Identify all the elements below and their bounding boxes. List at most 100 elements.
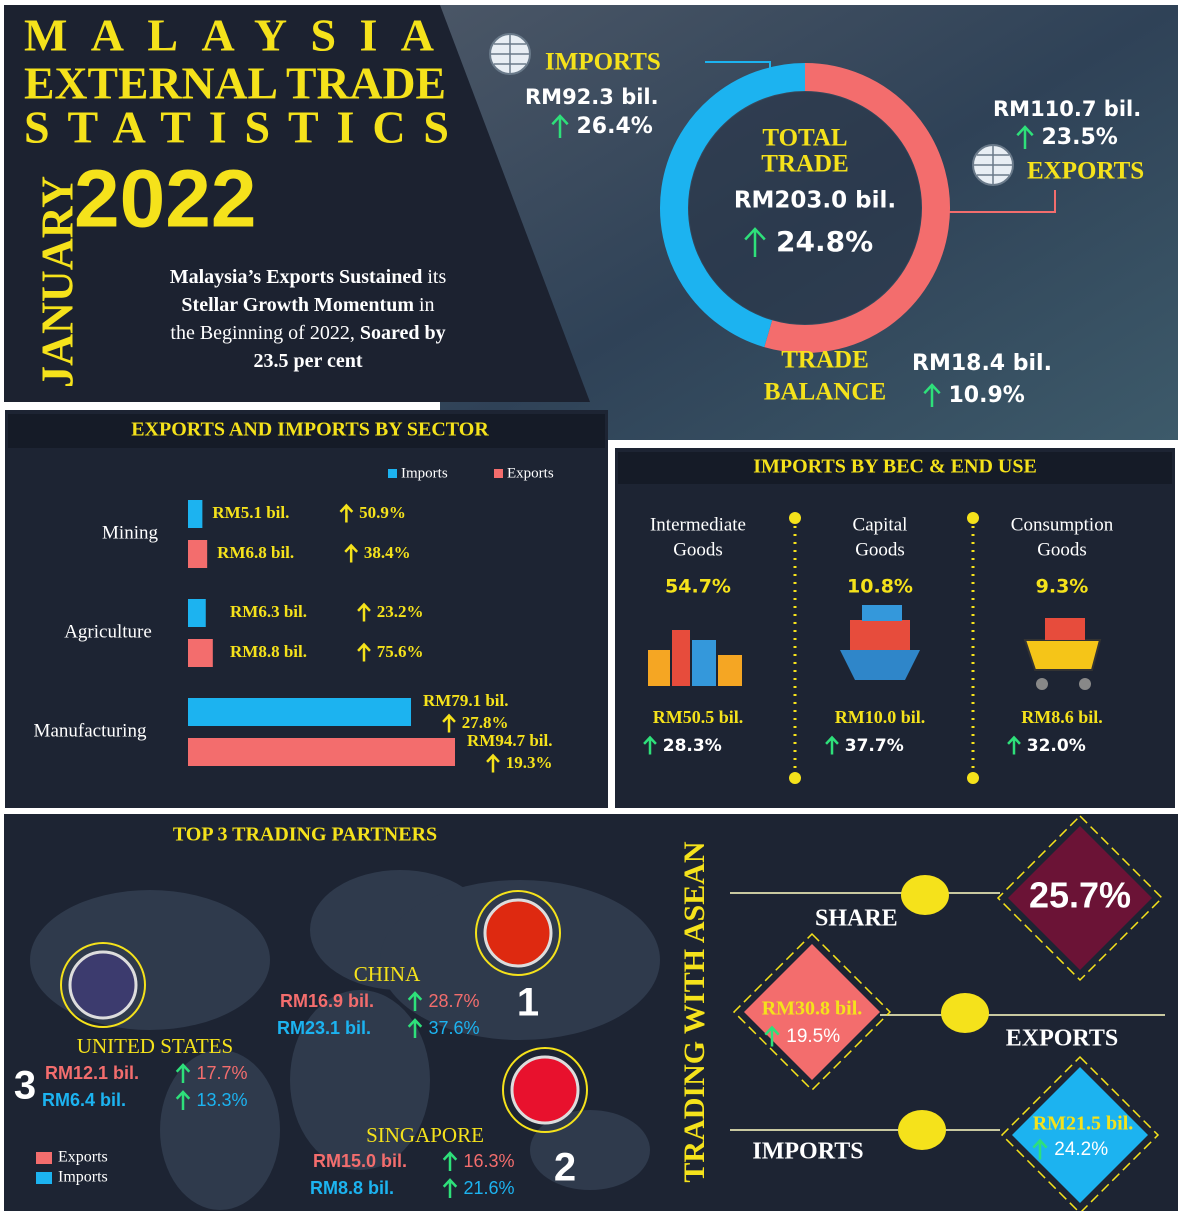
factory-icon [672,630,690,686]
sector-name: Agriculture [64,621,152,642]
bar [188,738,455,766]
title-line: MALAYSIA [24,10,434,61]
summary-line: Stellar Growth Momentum in [181,294,434,316]
share-diamond-outline [996,814,1164,982]
flag-ring [60,942,146,1028]
partner-imports: RM23.1 bil. [277,1018,371,1038]
factory-icon [692,640,716,686]
partner-name: UNITED STATES [77,1034,233,1058]
asean-imports: RM21.5 bil. [1033,1113,1134,1135]
summary-line: 23.5 per cent [253,350,362,372]
partner-name: SINGAPORE [366,1123,484,1147]
bec-name: Consumption [1011,514,1114,535]
exports-value: RM110.7 bil. [993,97,1141,121]
growth: 37.7% [845,736,904,756]
growth: 21.6% [464,1178,515,1198]
ship-cargo [862,605,902,621]
bar-label: RM94.7 bil. [467,731,552,750]
ship-hull [840,650,920,680]
growth: 23.2% [377,602,424,621]
sector-title-bar [8,414,605,448]
partner-imports: RM8.8 bil. [310,1178,394,1198]
growth: 75.6% [377,642,424,661]
title-panel [4,5,590,402]
bar-label: RM5.1 bil. [212,503,289,522]
summary-line: the Beginning of 2022, Soared by [170,322,445,344]
growth: 28.7% [429,991,480,1011]
exports-title: EXPORTS [1027,158,1144,185]
rank: 2 [554,1146,576,1190]
exports-arc [764,63,950,353]
growth: 26.4% [577,114,653,139]
bar [188,500,203,528]
bar-label: RM6.3 bil. [230,602,307,621]
up-arrow [175,1063,191,1083]
section-title: TOP 3 TRADING PARTNERS [173,824,437,846]
total-value: RM203.0 bil. [734,188,896,214]
growth: 23.5% [1042,125,1118,150]
up-arrow [643,735,657,755]
bar-label: RM6.8 bil. [217,543,294,562]
up-arrow [551,114,569,138]
growth: 50.9% [359,503,406,522]
node [901,875,949,915]
factory-icon [718,655,742,686]
bec-name: Capital [853,514,908,535]
growth: 24.8% [776,225,873,258]
bar-label: RM8.8 bil. [230,642,307,661]
legend-label: Exports [507,465,554,481]
up-arrow [923,383,941,407]
bar [188,540,208,568]
flag [483,898,553,968]
bec-value: RM8.6 bil. [1021,707,1103,727]
partner-exports: RM12.1 bil. [45,1063,139,1083]
summary-segment: in [414,294,435,316]
flag [510,1055,580,1125]
up-arrow [442,1178,458,1198]
growth: 19.5% [786,1026,840,1047]
section-title: EXPORTS AND IMPORTS BY SECTOR [131,419,489,441]
flag [68,950,138,1020]
separator-dot [789,512,801,524]
growth: 38.4% [364,543,411,562]
up-arrow [357,642,371,662]
balance-title: BALANCE [764,379,886,406]
up-arrow [825,735,839,755]
factory-icon [648,650,670,686]
share-diamond [1008,826,1152,970]
asean-share: 25.7% [1029,875,1131,916]
node [898,1110,946,1150]
bec-value: RM50.5 bil. [653,707,744,727]
asean-title: TRADING WITH ASEAN [678,841,711,1183]
asean-label: IMPORTS [752,1139,863,1165]
globe-lines [490,34,530,74]
summary-line: Malaysia’s Exports Sustained its [170,266,447,288]
up-arrow [442,1151,458,1171]
imports-arc [660,63,806,348]
exports-connector [945,190,1056,213]
bec-name: Intermediate [650,514,746,535]
ship-cargo [850,620,910,650]
sector-name: Manufacturing [34,720,147,741]
cart-wheel [1036,678,1048,690]
up-arrow [407,1018,423,1038]
up-arrow [486,753,500,773]
summary-segment: its [422,266,446,288]
cart-goods [1045,618,1085,640]
partner-imports: RM6.4 bil. [42,1090,126,1110]
partner-exports: RM16.9 bil. [280,991,374,1011]
growth: 28.3% [663,736,722,756]
partner-name: CHINA [354,962,421,986]
year: 2022 [74,154,256,245]
partner-exports: RM15.0 bil. [313,1151,407,1171]
asean-exports: RM30.8 bil. [762,998,863,1020]
growth: 27.8% [462,713,509,732]
bar-label: RM79.1 bil. [423,691,508,710]
asean-label: SHARE [815,906,898,932]
bec-name: Goods [855,539,905,560]
total-title: TRADE [761,151,849,178]
legend-swatch [388,469,397,478]
up-arrow [344,543,359,563]
exports-diamond [744,944,880,1080]
